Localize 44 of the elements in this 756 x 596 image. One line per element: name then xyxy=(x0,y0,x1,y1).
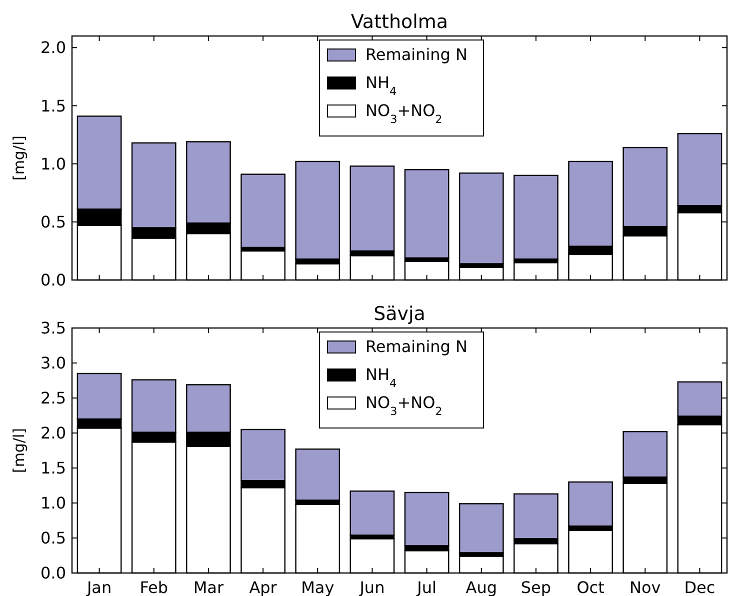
y-tick-label: 0.0 xyxy=(40,564,66,583)
bar xyxy=(568,481,613,527)
legend-label: Remaining N xyxy=(366,337,468,356)
y-tick-label: 1.0 xyxy=(40,154,66,174)
legend-label: NO$_{3}$+NO$_{2}$ xyxy=(366,101,442,126)
y-tick-label: 2.0 xyxy=(40,424,66,443)
x-tick-label: Nov xyxy=(630,578,661,596)
y-axis-title: [mg/l] xyxy=(10,428,28,474)
y-tick-label: 0.5 xyxy=(40,528,66,548)
x-tick-label: Jun xyxy=(358,578,385,596)
x-tick-label: Sep xyxy=(520,578,552,596)
bar xyxy=(514,174,558,260)
y-tick-label: 1.5 xyxy=(40,96,66,116)
legend-label: NO$_{3}$+NO$_{2}$ xyxy=(366,393,442,418)
bar xyxy=(295,448,340,501)
legend-label: NH$_{4}$ xyxy=(366,73,397,98)
x-tick-label: Apr xyxy=(249,578,278,596)
x-tick-label: Aug xyxy=(466,578,497,596)
bar xyxy=(240,174,286,248)
bar xyxy=(458,172,504,264)
y-tick-label: 3.5 xyxy=(40,318,66,338)
legend-label: NH$_{4}$ xyxy=(366,365,397,390)
x-tick-label: Oct xyxy=(576,578,604,596)
x-tick-label: Jan xyxy=(86,578,112,596)
x-tick-label: Feb xyxy=(140,578,168,596)
x-tick-label: Mar xyxy=(193,578,224,596)
y-tick-label: 0.0 xyxy=(40,270,66,290)
y-tick-label: 1.0 xyxy=(40,494,66,513)
legend-label: Remaining N xyxy=(366,45,468,64)
x-tick-label: May xyxy=(301,578,334,596)
bar xyxy=(458,503,504,554)
y-tick-label: 2.5 xyxy=(40,388,66,408)
x-tick-label: Dec xyxy=(684,578,716,596)
bar xyxy=(350,490,395,536)
y-tick-label: 1.5 xyxy=(40,458,66,478)
y-tick-label: 3.0 xyxy=(40,354,66,373)
y-tick-label: 2.0 xyxy=(40,38,66,58)
bar xyxy=(350,166,395,252)
chart-title: Sävja xyxy=(374,303,426,325)
bar xyxy=(404,169,450,259)
y-axis-title: [mg/l] xyxy=(10,135,28,181)
y-tick-label: 0.5 xyxy=(40,212,66,232)
x-tick-label: Jul xyxy=(416,578,436,596)
chart-title: Vattholma xyxy=(350,11,448,33)
